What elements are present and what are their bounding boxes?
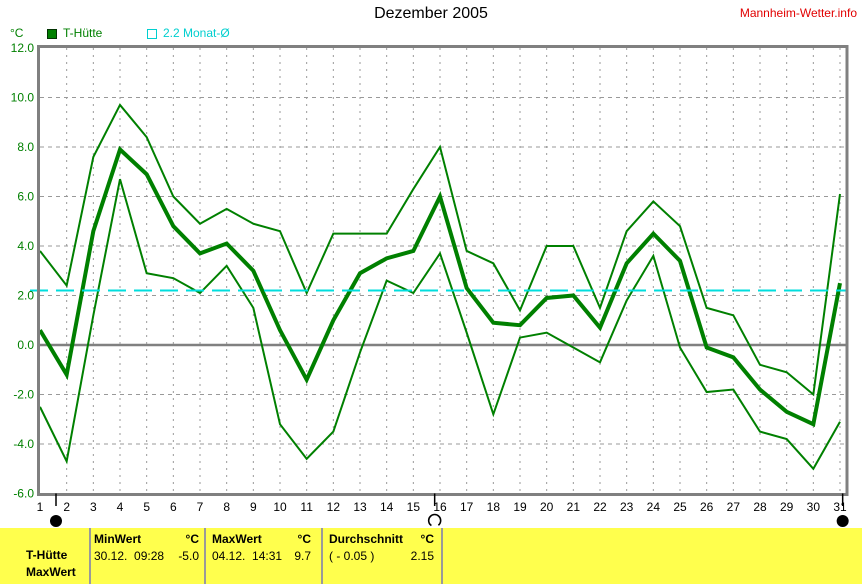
divider [204,528,206,584]
maxwert-time: 04.12. 14:31 [212,548,283,563]
x-axis-label: 11 [300,500,313,514]
t-huette-swatch-icon [47,29,57,39]
x-axis-label: 29 [780,500,794,514]
legend-label: T-Hütte [63,26,103,40]
y-axis-label: 4.0 [17,239,34,253]
x-axis-label: 21 [567,500,581,514]
temperature-chart: 12.010.08.06.04.02.00.0-2.0-4.0-6.01 2 3 4 5… [11,41,849,528]
x-axis-label: 6 [170,500,177,514]
maxwert-cell: MaxWert °C 04.12. 14:31 9.7 [212,530,311,564]
divider [321,528,323,584]
maxwert-unit: °C [297,531,311,546]
minwert-value: -5.0 [178,548,199,563]
divider [441,528,443,584]
monat-avg-swatch-icon [147,29,157,39]
durchschnitt-unit: °C [420,531,434,546]
y-axis-label: -6.0 [13,487,34,501]
stats-panel: T-Hütte MaxWert MinWert °C 30.12. 09:28 -… [0,528,862,584]
x-axis-label: 23 [620,500,634,514]
durchschnitt-deviation: ( - 0.05 ) [329,548,375,563]
y-axis-label: 2.0 [17,289,34,303]
y-axis-label: 10.0 [11,91,35,105]
x-axis-label: 7 [197,500,204,514]
chart-frame [37,45,849,496]
x-axis-label: 28 [753,500,767,514]
x-axis-label: 27 [727,500,741,514]
x-axis-label: 26 [700,500,714,514]
x-axis-label: 8 [223,500,230,514]
maxwert-value: 9.7 [294,548,311,563]
y-axis-label: -2.0 [13,388,34,402]
minwert-cell: MinWert °C 30.12. 09:28 -5.0 [94,530,199,564]
minwert-unit: °C [185,531,199,546]
site-link[interactable]: Mannheim-Wetter.info [739,6,857,20]
x-axis-label: 20 [540,500,554,514]
divider [89,528,91,584]
new-moon-icon [836,515,849,527]
y-axis-label: 6.0 [17,190,34,204]
x-axis-label: 24 [647,500,661,514]
series-line-max [39,103,841,397]
minwert-time: 30.12. 09:28 [94,548,165,563]
page-title: Dezember 2005 [374,5,488,22]
x-axis-label: 9 [250,500,257,514]
x-axis-label: 22 [593,500,607,514]
durchschnitt-value: 2.15 [410,548,434,563]
sensor-name: T-Hütte [26,548,68,562]
x-axis-label: 16 [433,500,447,514]
maxwert-header: MaxWert [212,531,262,546]
durchschnitt-cell: Durchschnitt °C ( - 0.05 ) 2.15 [329,530,434,564]
x-axis-label: 30 [807,500,821,514]
x-axis-label: 15 [407,500,421,514]
x-axis-label: 12 [327,500,341,514]
x-axis-label: 10 [273,500,287,514]
y-axis-label: -4.0 [13,437,34,451]
legend-label: 2.2 Monat-Ø [163,26,230,40]
x-axis-label: 14 [380,500,394,514]
x-axis-label: 3 [90,500,97,514]
y-axis-label: 0.0 [17,338,34,352]
new-moon-icon [50,515,62,527]
minwert-header: MinWert [94,531,142,546]
x-axis-label: 19 [513,500,527,514]
x-axis-label: 1 [37,500,44,514]
series-mode-label: MaxWert [26,565,76,579]
x-axis-label: 25 [673,500,687,514]
durchschnitt-header: Durchschnitt [329,531,404,546]
x-axis-label: 13 [353,500,367,514]
series-line-min [39,178,841,471]
x-axis-label: 18 [487,500,501,514]
x-axis-label: 31 [833,500,847,514]
series-line-avg [38,145,842,428]
y-axis-label: 8.0 [17,140,34,154]
x-axis-label: 5 [143,500,150,514]
y-axis-unit-label: °C [10,26,24,40]
x-axis-label: 17 [460,500,474,514]
y-axis-label: 12.0 [11,41,35,55]
x-axis-label: 4 [117,500,124,514]
x-axis-label: 2 [63,500,70,514]
stats-row-labels: T-Hütte MaxWert [26,547,76,581]
full-moon-icon [427,513,442,528]
